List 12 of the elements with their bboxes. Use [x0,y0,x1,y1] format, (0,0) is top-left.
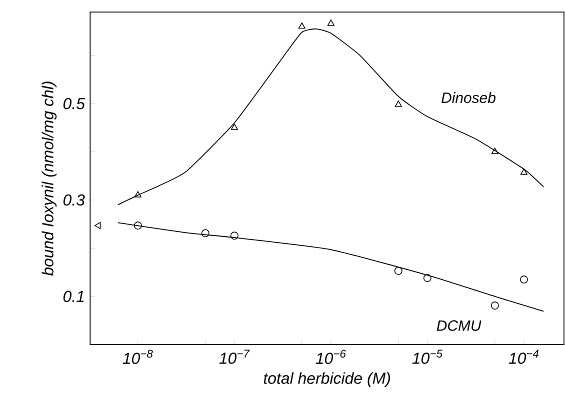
x-tick-label: 10$^{−6}$ [316,350,346,364]
x-tick-label: 10$^{−7}$ [219,350,250,364]
x-tick-label: 10$^{−8}$ [122,350,153,364]
series-label: DCMU [436,320,482,332]
y-tick-label: 0.5 [63,98,86,110]
text: Dinoseb [441,92,496,104]
x-axis-title: total herbicide (M) [264,372,390,388]
y-axis-title: bound Ioxynil (nmol/mg chl) [42,82,57,276]
y-tick-label: 0.3 [63,194,85,206]
x-tick-label: 10$^{−5}$ [412,350,442,364]
y-tick-label: 0.1 [63,290,84,302]
x-tick-label: 10$^{−4}$ [508,350,539,364]
